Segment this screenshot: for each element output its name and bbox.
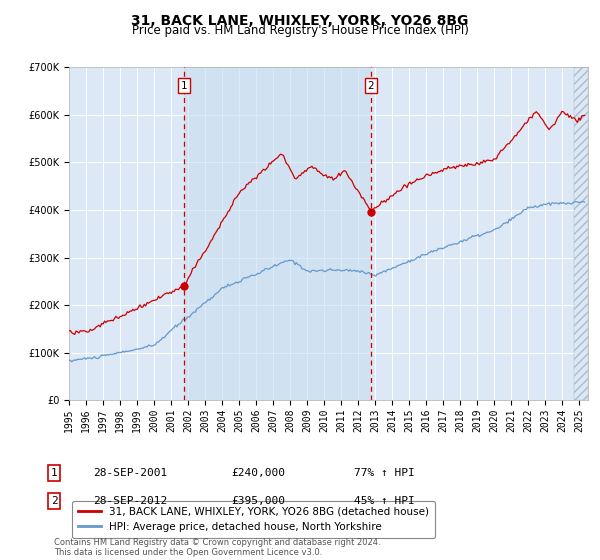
Text: Contains HM Land Registry data © Crown copyright and database right 2024.
This d: Contains HM Land Registry data © Crown c… xyxy=(54,538,380,557)
Text: 2: 2 xyxy=(368,81,374,91)
Text: 2: 2 xyxy=(50,496,58,506)
Text: £395,000: £395,000 xyxy=(231,496,285,506)
Text: 28-SEP-2012: 28-SEP-2012 xyxy=(93,496,167,506)
Text: 1: 1 xyxy=(50,468,58,478)
Bar xyxy=(184,67,371,400)
Text: 77% ↑ HPI: 77% ↑ HPI xyxy=(354,468,415,478)
Text: 31, BACK LANE, WHIXLEY, YORK, YO26 8BG: 31, BACK LANE, WHIXLEY, YORK, YO26 8BG xyxy=(131,14,469,28)
Bar xyxy=(574,67,588,400)
Legend: 31, BACK LANE, WHIXLEY, YORK, YO26 8BG (detached house), HPI: Average price, det: 31, BACK LANE, WHIXLEY, YORK, YO26 8BG (… xyxy=(71,501,436,538)
Text: Price paid vs. HM Land Registry's House Price Index (HPI): Price paid vs. HM Land Registry's House … xyxy=(131,24,469,37)
Text: 1: 1 xyxy=(181,81,187,91)
Text: £240,000: £240,000 xyxy=(231,468,285,478)
Text: 28-SEP-2001: 28-SEP-2001 xyxy=(93,468,167,478)
Text: 45% ↑ HPI: 45% ↑ HPI xyxy=(354,496,415,506)
